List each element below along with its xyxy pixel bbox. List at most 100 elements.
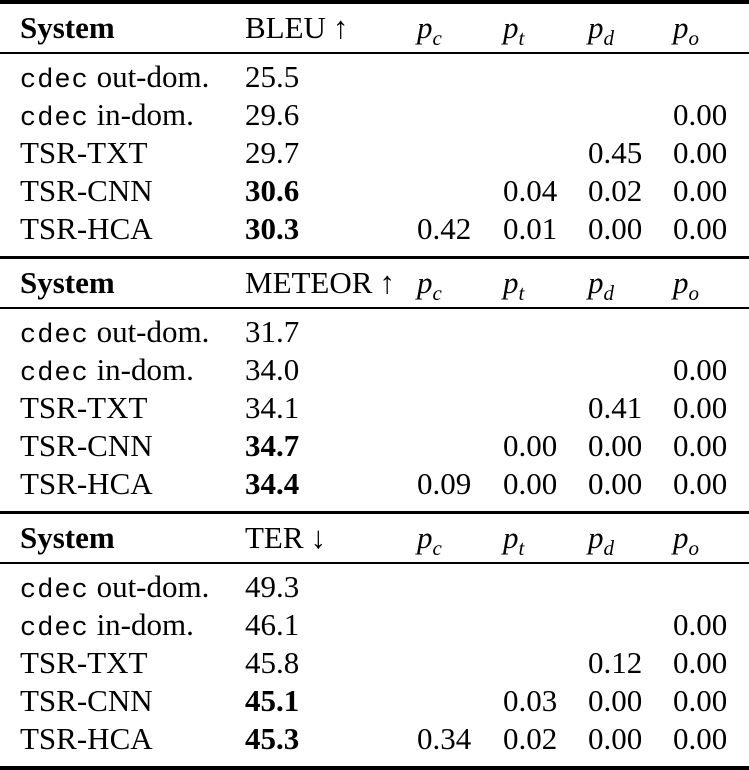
system-label: in-dom.	[88, 351, 194, 387]
pt-cell	[503, 389, 588, 427]
score-cell-best: 30.3	[245, 211, 300, 246]
pc-cell	[417, 53, 503, 96]
pt-cell	[503, 53, 588, 96]
column-header-pt: pt	[503, 257, 588, 309]
po-cell: 0.00	[673, 721, 728, 756]
system-cell: cdec out-dom.	[0, 563, 245, 606]
system-cell: TSR-CNN	[0, 682, 245, 720]
up-arrow-icon: ↑	[379, 265, 395, 300]
system-tt-label: cdec	[20, 575, 89, 606]
pc-cell	[417, 427, 503, 465]
pc-cell	[417, 682, 503, 720]
system-tt-label: cdec	[20, 613, 89, 644]
system-cell: TSR-CNN	[0, 427, 245, 465]
pd-cell: 0.45	[588, 135, 643, 170]
table-row: TSR-TXT 45.8 0.12 0.00	[0, 644, 749, 682]
score-cell: 45.8	[245, 645, 300, 680]
column-header-pc: pc	[417, 512, 503, 564]
metric-section-ter: System TER ↓ pc pt pd po cdec out-dom. 49…	[0, 511, 749, 770]
pd-cell	[588, 53, 673, 96]
system-label: in-dom.	[88, 606, 194, 642]
metric-label: METEOR	[245, 265, 373, 300]
score-cell-best: 34.4	[245, 466, 300, 501]
table-row: TSR-CNN 30.6 0.04 0.02 0.00	[0, 172, 749, 210]
po-cell: 0.00	[673, 428, 728, 463]
column-header-po: po	[673, 2, 749, 54]
system-cell: cdec in-dom.	[0, 351, 245, 389]
pd-cell	[588, 563, 673, 606]
pd-cell: 0.12	[588, 645, 643, 680]
score-cell: 34.0	[245, 352, 300, 387]
table-row: cdec out-dom. 25.5	[0, 53, 749, 96]
pd-cell	[588, 351, 673, 389]
system-cell: TSR-CNN	[0, 172, 245, 210]
table-row: cdec out-dom. 49.3	[0, 563, 749, 606]
pt-cell	[503, 351, 588, 389]
table-row: TSR-CNN 34.7 0.00 0.00 0.00	[0, 427, 749, 465]
system-label: TSR-HCA	[20, 210, 153, 246]
po-cell: 0.00	[673, 390, 728, 425]
pt-cell	[503, 644, 588, 682]
po-cell	[673, 308, 749, 351]
column-header-system: System	[0, 512, 245, 564]
po-cell: 0.00	[673, 97, 728, 132]
pt-cell: 0.00	[503, 428, 558, 463]
system-cell: TSR-TXT	[0, 644, 245, 682]
score-cell: 31.7	[245, 314, 300, 349]
pc-cell: 0.09	[417, 466, 472, 501]
pt-cell	[503, 134, 588, 172]
pc-cell	[417, 351, 503, 389]
metric-label: BLEU	[245, 10, 326, 45]
pd-cell	[588, 308, 673, 351]
column-header-po: po	[673, 257, 749, 309]
system-cell: TSR-TXT	[0, 134, 245, 172]
pt-cell	[503, 606, 588, 644]
column-header-pd: pd	[588, 2, 673, 54]
po-cell: 0.00	[673, 607, 728, 642]
system-cell: TSR-HCA	[0, 210, 245, 256]
score-cell: 46.1	[245, 607, 300, 642]
po-cell	[673, 53, 749, 96]
pc-cell	[417, 389, 503, 427]
pt-cell: 0.01	[503, 211, 558, 246]
pc-cell	[417, 308, 503, 351]
column-header-pc: pc	[417, 2, 503, 54]
system-label: out-dom.	[88, 568, 210, 604]
pc-cell	[417, 644, 503, 682]
pc-cell	[417, 134, 503, 172]
system-label: TSR-HCA	[20, 720, 153, 756]
table-row: cdec out-dom. 31.7	[0, 308, 749, 351]
column-header-pd: pd	[588, 512, 673, 564]
table-row: TSR-HCA 45.3 0.34 0.02 0.00 0.00	[0, 720, 749, 768]
pd-cell: 0.00	[588, 428, 643, 463]
metric-section-meteor: System METEOR ↑ pc pt pd po cdec out-dom.…	[0, 256, 749, 511]
column-header-pt: pt	[503, 2, 588, 54]
column-header-pc: pc	[417, 257, 503, 309]
column-header-pt: pt	[503, 512, 588, 564]
system-label: TSR-TXT	[20, 134, 148, 170]
system-label: TSR-TXT	[20, 389, 148, 425]
score-cell: 25.5	[245, 59, 300, 94]
table-row: TSR-CNN 45.1 0.03 0.00 0.00	[0, 682, 749, 720]
po-cell: 0.00	[673, 135, 728, 170]
header-row: System BLEU ↑ pc pt pd po	[0, 2, 749, 54]
table-row: cdec in-dom. 34.0 0.00	[0, 351, 749, 389]
score-cell: 34.1	[245, 390, 300, 425]
pc-cell: 0.42	[417, 211, 472, 246]
pt-cell	[503, 96, 588, 134]
system-label: in-dom.	[88, 96, 194, 132]
table-row: TSR-HCA 34.4 0.09 0.00 0.00 0.00	[0, 465, 749, 511]
column-header-metric-ter: TER ↓	[245, 512, 417, 564]
system-label: out-dom.	[88, 58, 210, 94]
column-header-po: po	[673, 512, 749, 564]
system-tt-label: cdec	[20, 65, 89, 96]
score-cell-best: 45.1	[245, 683, 300, 718]
pt-cell: 0.02	[503, 721, 558, 756]
column-header-system: System	[0, 257, 245, 309]
pd-cell: 0.00	[588, 466, 643, 501]
score-cell-best: 45.3	[245, 721, 300, 756]
table-row: TSR-TXT 34.1 0.41 0.00	[0, 389, 749, 427]
system-tt-label: cdec	[20, 358, 89, 389]
pd-cell	[588, 606, 673, 644]
po-cell: 0.00	[673, 645, 728, 680]
